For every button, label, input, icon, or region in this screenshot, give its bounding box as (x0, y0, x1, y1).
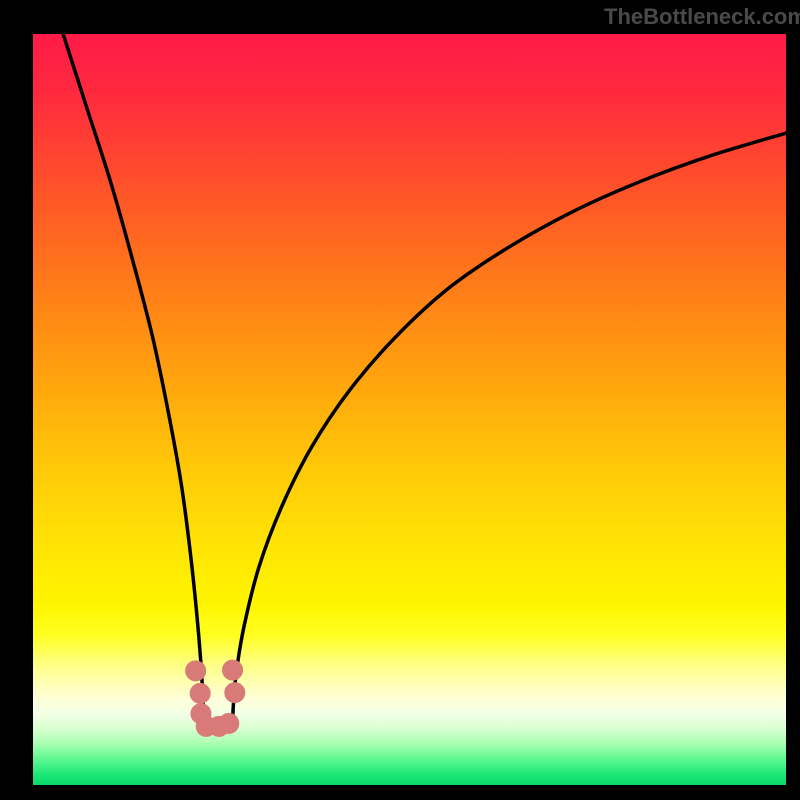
watermark-text: TheBottleneck.com (604, 4, 800, 30)
bottleneck-curve-left (63, 34, 204, 730)
marker-dot (223, 660, 243, 680)
plot-area (33, 34, 786, 785)
marker-dot (190, 683, 210, 703)
curves-layer (33, 34, 786, 785)
marker-dot (225, 683, 245, 703)
data-markers (186, 660, 245, 736)
marker-dot (186, 661, 206, 681)
bottleneck-curve-right (233, 133, 786, 730)
marker-dot (219, 713, 239, 733)
